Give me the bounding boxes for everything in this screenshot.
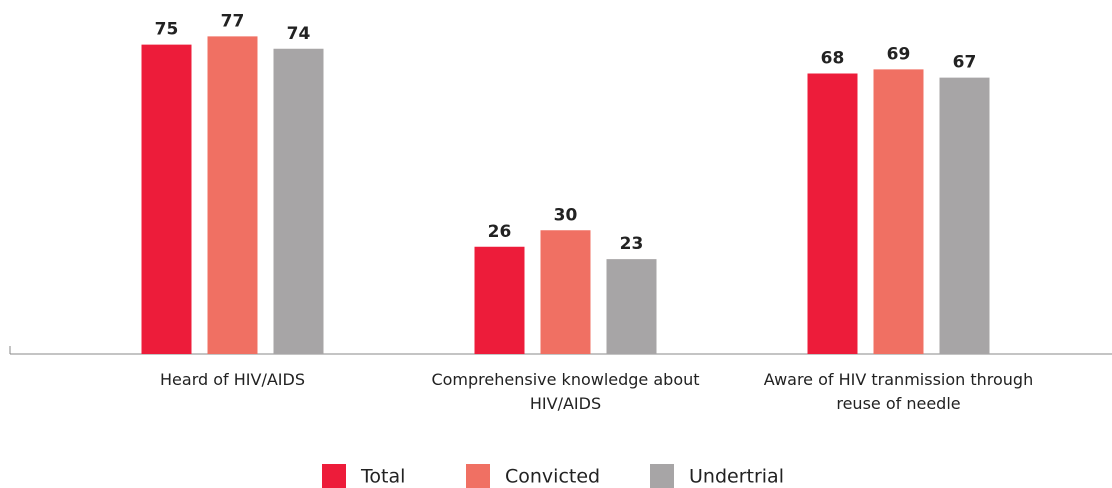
data-label: 68 (821, 49, 845, 69)
data-label: 67 (953, 53, 977, 73)
legend-label: Convicted (505, 466, 600, 488)
data-label: 77 (221, 11, 245, 31)
bar (807, 73, 858, 354)
data-label: 75 (155, 20, 179, 40)
legend-swatch (650, 464, 674, 488)
legend-swatch (466, 464, 490, 488)
bar (141, 44, 192, 354)
bar (939, 77, 990, 354)
x-tick-label: Heard of HIV/AIDS (160, 370, 305, 389)
legend-label: Undertrial (689, 466, 784, 488)
legend-swatch (322, 464, 346, 488)
data-label: 69 (887, 44, 911, 64)
data-label: 30 (554, 205, 578, 225)
bar (606, 259, 657, 354)
data-label: 26 (488, 222, 512, 242)
bar (207, 36, 258, 354)
bar (474, 246, 525, 354)
bar (540, 230, 591, 354)
bar (273, 48, 324, 354)
bar (873, 69, 924, 354)
data-label: 74 (287, 24, 311, 44)
x-tick-label: Comprehensive knowledge about HIV/AIDS (431, 370, 700, 413)
legend-label: Total (360, 466, 405, 488)
data-label: 23 (620, 234, 644, 254)
x-tick-label: Aware of HIV tranmission through reuse o… (763, 370, 1034, 413)
